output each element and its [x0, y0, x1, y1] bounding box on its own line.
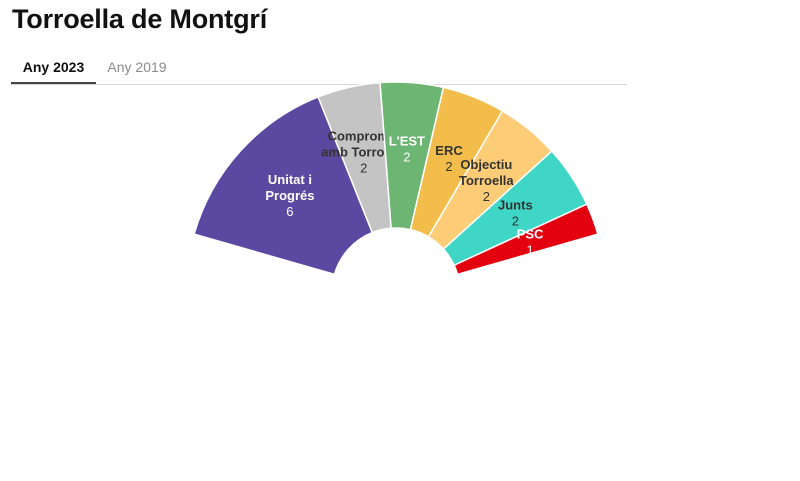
slice-label-6-0: PSC	[517, 226, 544, 241]
slice-value-3: 2	[445, 159, 452, 174]
slice-label-0-1: Progrés	[265, 188, 314, 203]
slice-value-4: 2	[483, 189, 490, 204]
tab-any-2019[interactable]: Any 2019	[107, 59, 167, 75]
slice-label-4-1: Torroella	[459, 173, 514, 188]
slice-label-1-0: Compromis	[328, 129, 400, 144]
slice-label-4-0: Objectiu	[460, 157, 512, 172]
slice-value-1: 2	[360, 161, 367, 176]
slice-0	[193, 95, 374, 276]
slice-value-0: 6	[286, 204, 293, 219]
slice-value-6: 1	[526, 242, 533, 257]
slice-6	[453, 203, 599, 276]
tab-any-2023[interactable]: Any 2023	[11, 58, 96, 84]
slice-label-3-0: ERC	[435, 143, 463, 158]
slice-label-0-0: Unitat i	[268, 172, 312, 187]
slice-label-5-0: Junts	[498, 197, 533, 212]
slice-label-2-0: L'EST	[389, 133, 425, 148]
year-tabs: Any 2023 Any 2019	[11, 50, 627, 85]
page-title: Torroella de Montgrí	[12, 4, 268, 34]
slice-value-5: 2	[512, 213, 519, 228]
slice-value-2: 2	[403, 149, 410, 164]
